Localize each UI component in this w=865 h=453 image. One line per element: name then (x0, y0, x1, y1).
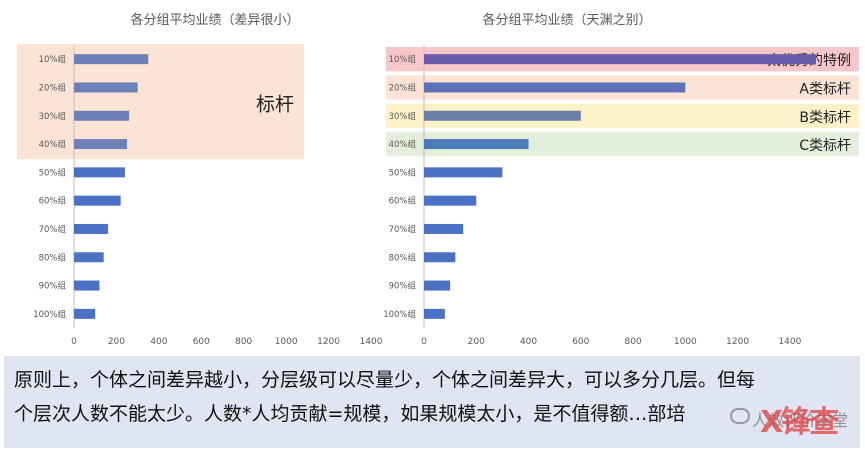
chart-left-tick-label-7: 1400 (360, 337, 383, 347)
chart-right-bar-2 (424, 110, 581, 121)
chart-right-category-label-1: 20%组 (389, 82, 417, 93)
watermark-text: 人效评价学堂 (752, 411, 849, 430)
chart-left-bar-0 (74, 54, 149, 65)
chart-left-bar-1 (74, 82, 138, 93)
chart-right-title: 各分组平均业绩（天渊之别） (482, 12, 651, 28)
watermark: 人效评价学堂 X锋查 (730, 402, 850, 440)
chart-left-category-label-5: 60%组 (39, 196, 67, 207)
chart-left-bar-3 (74, 139, 128, 150)
chart-right-bar-1 (424, 82, 686, 93)
chart-right-bar-6 (424, 223, 464, 234)
chart-left-category-label-8: 90%组 (39, 281, 67, 292)
chart-left-tick-label-6: 1200 (317, 337, 340, 347)
chart-right-band-label-2: B类标杆 (799, 110, 851, 126)
caption-box: 原则上，个体之间差异越小，分层级可以尽量少，个体之间差异大，可以多分几层。但每 … (4, 356, 860, 448)
chart-right-category-label-6: 70%组 (389, 224, 417, 235)
chart-left-category-label-7: 80%组 (39, 252, 67, 263)
chart-right-band-label-1: A类标杆 (799, 81, 851, 97)
chart-left-category-label-6: 70%组 (39, 224, 67, 235)
chart-left-tick-label-1: 200 (108, 337, 125, 347)
chart-right: 各分组平均业绩（天渊之别）太优秀的特例A类标杆B类标杆C类标杆10%组20%组3… (372, 0, 865, 350)
chart-right-tick-label-1: 200 (468, 337, 485, 347)
chart-left-highlight-band (17, 44, 304, 160)
watermark-logo: X锋查 (760, 405, 839, 440)
chart-left-tick-label-0: 0 (71, 337, 77, 347)
chart-right-category-label-7: 80%组 (389, 252, 417, 263)
chart-left-category-label-2: 30%组 (39, 111, 67, 122)
chart-left-bar-2 (74, 110, 130, 121)
chart-left-tick-label-4: 800 (235, 337, 252, 347)
chart-right-bar-4 (424, 167, 503, 178)
chart-left-tick-label-3: 600 (193, 337, 210, 347)
chart-left: 各分组平均业绩（差异很小） 标杆 10%组 20%组 30%组 40%组 50%组 60%组 7… (0, 0, 400, 350)
chart-left-bar-8 (74, 280, 100, 291)
chart-right-tick-label-2: 400 (520, 337, 537, 347)
chart-right-tick-label-5: 1000 (674, 337, 697, 347)
chart-right-category-label-0: 10%组 (389, 54, 417, 65)
chart-right-category-label-3: 40%组 (389, 139, 417, 150)
caption-line-2: 个层次人数不能太少。人数*人均贡献=规模，如果规模太小，是不值得额…部培 (14, 403, 686, 425)
chart-right-bar-7 (424, 252, 456, 263)
chart-left-bar-4 (74, 167, 125, 178)
chart-left-highlight-label: 标杆 (256, 94, 294, 116)
chart-right-bar-0 (424, 54, 816, 65)
chart-right-category-label-2: 30%组 (389, 111, 417, 122)
chart-right-tick-label-3: 600 (572, 337, 589, 347)
chart-left-bar-9 (74, 308, 96, 319)
chart-right-bar-5 (424, 195, 477, 206)
chart-left-category-label-1: 20%组 (39, 82, 67, 93)
chart-right-band-label-3: C类标杆 (799, 138, 851, 154)
chart-left-bar-7 (74, 252, 104, 263)
chart-left-bar-6 (74, 223, 108, 234)
chart-left-svg: 各分组平均业绩（差异很小） 标杆 10%组 20%组 30%组 40%组 50%组 60%组 7… (17, 12, 383, 347)
chart-left-tick-label-2: 400 (150, 337, 167, 347)
chart-right-category-label-5: 60%组 (389, 196, 417, 207)
chart-right-svg: 各分组平均业绩（天渊之别）太优秀的特例A类标杆B类标杆C类标杆10%组20%组3… (383, 12, 859, 347)
chart-left-category-label-9: 100%组 (33, 309, 66, 320)
chart-right-tick-label-6: 1200 (726, 337, 749, 347)
chart-left-category-label-4: 50%组 (39, 167, 67, 178)
chart-right-bar-9 (424, 308, 445, 319)
chart-right-tick-label-0: 0 (421, 337, 427, 347)
chart-left-title: 各分组平均业绩（差异很小） (130, 12, 299, 28)
chart-left-category-label-0: 10%组 (39, 54, 67, 65)
chart-left-bar-5 (74, 195, 121, 206)
chart-left-category-label-3: 40%组 (39, 139, 67, 150)
chart-right-category-label-4: 50%组 (389, 167, 417, 178)
chart-right-category-label-8: 90%组 (389, 281, 417, 292)
wechat-icon (730, 408, 750, 424)
chart-left-tick-label-5: 1000 (275, 337, 298, 347)
chart-right-bar-3 (424, 139, 529, 150)
chart-right-tick-label-4: 800 (624, 337, 641, 347)
chart-right-category-label-9: 100%组 (383, 309, 416, 320)
chart-right-tick-label-7: 1400 (778, 337, 801, 347)
chart-right-bar-8 (424, 280, 451, 291)
caption-line-1: 原则上，个体之间差异越小，分层级可以尽量少，个体之间差异大，可以多分几层。但每 (14, 369, 756, 391)
